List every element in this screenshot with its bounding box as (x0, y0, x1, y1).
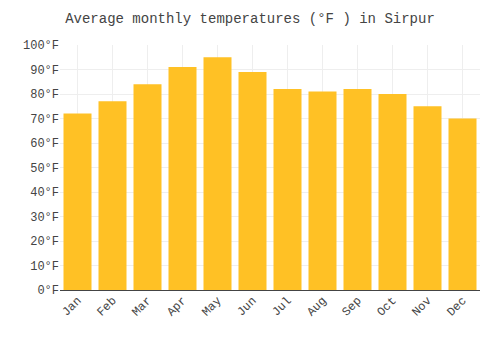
svg-text:Aug: Aug (304, 294, 329, 319)
svg-text:70°F: 70°F (30, 113, 59, 127)
svg-text:30°F: 30°F (30, 211, 59, 225)
svg-text:Jul: Jul (269, 294, 294, 319)
svg-text:Jun: Jun (234, 294, 259, 319)
svg-text:Dec: Dec (444, 294, 469, 319)
svg-text:10°F: 10°F (30, 260, 59, 274)
svg-text:Oct: Oct (374, 294, 399, 319)
svg-text:40°F: 40°F (30, 186, 59, 200)
svg-text:90°F: 90°F (30, 64, 59, 78)
svg-text:Jan: Jan (59, 294, 84, 319)
svg-text:Feb: Feb (94, 294, 119, 319)
svg-text:0°F: 0°F (37, 284, 59, 298)
svg-text:Nov: Nov (409, 294, 434, 319)
svg-text:Average monthly temperatures (: Average monthly temperatures (°F ) in Si… (65, 11, 435, 27)
svg-text:Sep: Sep (339, 294, 364, 319)
svg-text:20°F: 20°F (30, 235, 59, 249)
svg-text:Apr: Apr (164, 294, 189, 319)
svg-text:100°F: 100°F (23, 39, 59, 53)
svg-text:50°F: 50°F (30, 162, 59, 176)
svg-text:80°F: 80°F (30, 88, 59, 102)
svg-text:Mar: Mar (129, 294, 154, 319)
svg-text:60°F: 60°F (30, 137, 59, 151)
svg-text:May: May (199, 294, 224, 319)
